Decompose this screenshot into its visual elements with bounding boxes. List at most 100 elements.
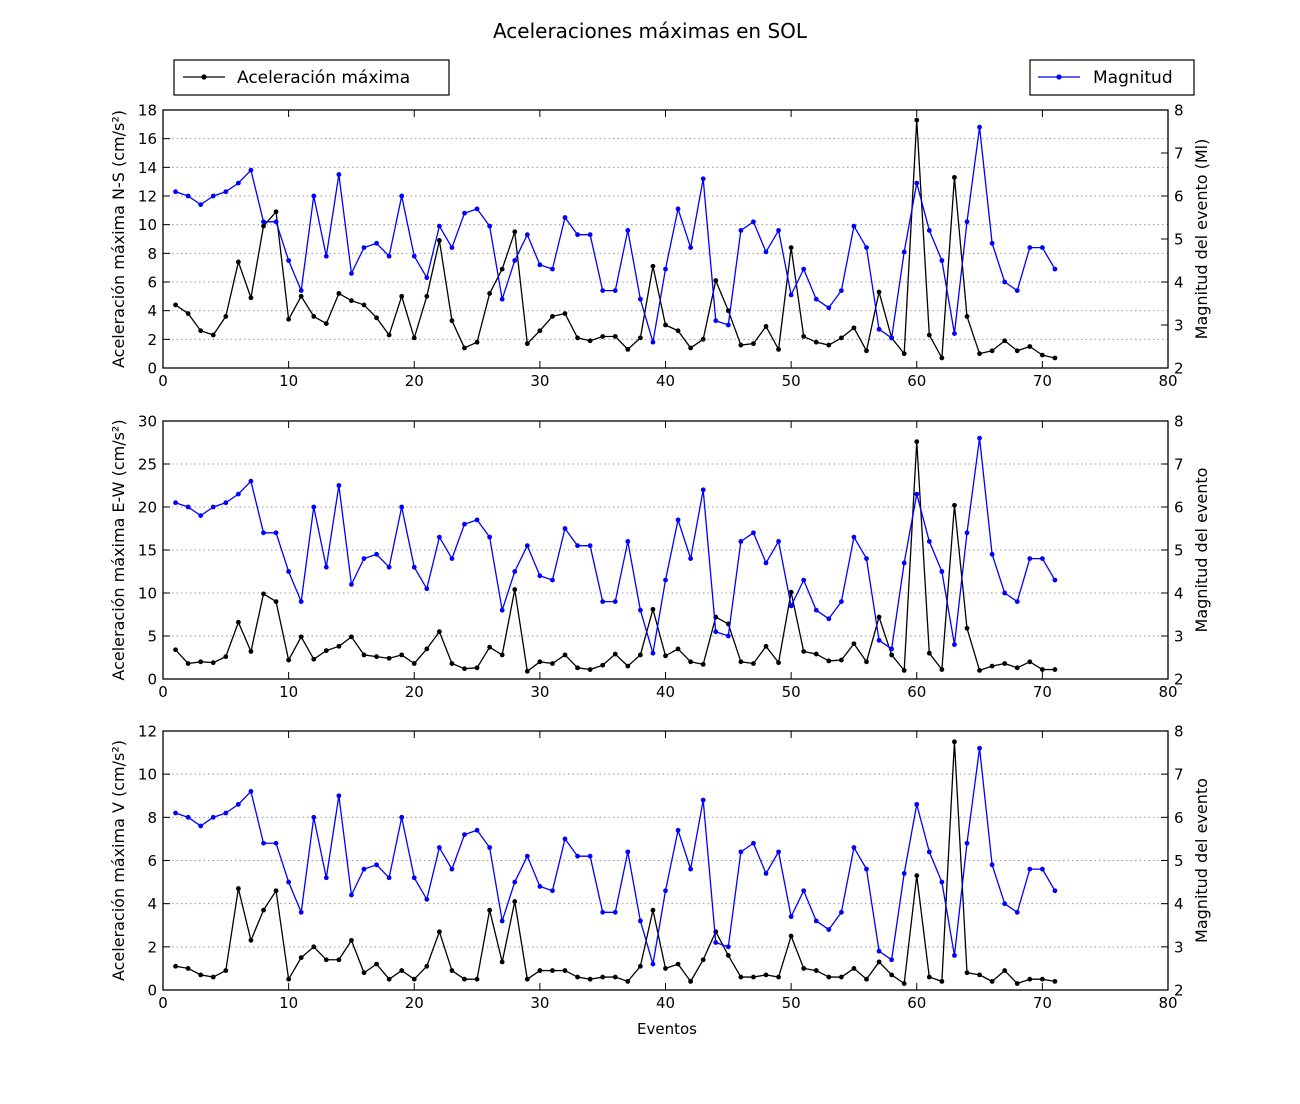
data-point (776, 974, 781, 980)
data-point (462, 210, 467, 216)
data-point (361, 245, 367, 251)
data-point (399, 652, 405, 658)
data-point (977, 668, 982, 673)
data-point (411, 564, 417, 570)
data-point (864, 659, 869, 665)
data-point (323, 321, 329, 326)
x-tick-label: 60 (907, 994, 926, 1012)
data-point (298, 909, 304, 915)
data-point (261, 840, 266, 846)
data-point (813, 651, 819, 657)
x-tick-label: 20 (405, 372, 424, 390)
y-tick-label: 10 (138, 585, 157, 603)
data-point (989, 663, 995, 669)
data-point (926, 650, 932, 656)
data-point (273, 840, 279, 846)
data-point (474, 976, 480, 982)
series-magnitud (173, 124, 1058, 345)
data-point (173, 500, 178, 506)
y-tick-label: 0 (147, 671, 157, 689)
data-point (336, 483, 342, 488)
data-point (838, 599, 844, 604)
data-point (637, 607, 643, 613)
data-point (675, 646, 681, 652)
data-point (449, 318, 455, 324)
data-point (826, 616, 832, 622)
data-point (248, 478, 254, 484)
legend-right: Magnitud (1029, 59, 1195, 96)
data-point (788, 589, 794, 595)
data-point (248, 167, 254, 173)
legend-right-marker (1056, 74, 1062, 80)
data-point (1052, 577, 1058, 583)
data-point (436, 238, 442, 243)
data-point (889, 972, 895, 978)
data-point (198, 513, 204, 518)
y2-tick-label: 5 (1174, 852, 1184, 870)
y-axis-label: Aceleración máxima N-S (cm/s²) (109, 110, 128, 368)
data-point (801, 334, 807, 339)
data-point (173, 189, 178, 195)
data-point (1002, 901, 1008, 907)
data-point (286, 316, 292, 322)
x-tick-label: 80 (1158, 372, 1177, 390)
data-point (537, 659, 543, 665)
data-point (374, 315, 379, 321)
x-tick-label: 10 (279, 372, 298, 390)
data-point (964, 530, 970, 536)
data-point (587, 976, 593, 982)
y2-tick-label: 4 (1174, 274, 1184, 292)
y-tick-label: 12 (138, 723, 157, 741)
data-point (248, 649, 254, 654)
plot-frame (162, 420, 1169, 680)
x-tick-label: 70 (1033, 683, 1052, 701)
data-point (663, 577, 668, 583)
x-tick-label: 20 (405, 683, 424, 701)
plot-frame (162, 109, 1169, 369)
data-point (499, 652, 505, 658)
data-point (952, 174, 957, 180)
data-point (499, 296, 505, 302)
data-point (725, 633, 731, 639)
data-point (738, 974, 744, 980)
data-point (474, 339, 480, 345)
y2-tick-label: 3 (1174, 317, 1184, 335)
data-point (248, 937, 254, 943)
data-point (939, 667, 945, 672)
data-point (575, 543, 580, 549)
data-point (311, 814, 317, 820)
data-point (675, 517, 681, 523)
data-point (751, 840, 756, 846)
data-point (474, 517, 480, 523)
y2-tick-label: 5 (1174, 542, 1184, 560)
data-point (537, 884, 543, 889)
data-point (952, 953, 957, 958)
data-point (1014, 981, 1020, 986)
data-point (901, 871, 907, 876)
data-point (361, 866, 367, 872)
y-tick-label: 18 (138, 102, 157, 120)
data-point (776, 346, 781, 352)
data-point (612, 651, 618, 657)
data-point (286, 879, 292, 885)
series-magnitud (173, 745, 1058, 967)
data-point (512, 569, 518, 574)
data-point (386, 976, 392, 982)
data-point (914, 180, 920, 186)
data-point (977, 972, 982, 978)
data-point (952, 331, 957, 336)
data-point (336, 172, 342, 177)
data-point (738, 849, 744, 855)
data-point (637, 335, 643, 341)
data-point (286, 976, 292, 982)
data-point (550, 888, 555, 894)
data-point (600, 288, 606, 293)
data-point (261, 907, 266, 913)
data-point (1039, 556, 1045, 561)
x-tick-label: 0 (158, 372, 168, 390)
data-point (612, 909, 618, 915)
data-point (813, 918, 819, 924)
y-tick-label: 2 (147, 331, 157, 349)
data-point (261, 219, 266, 225)
